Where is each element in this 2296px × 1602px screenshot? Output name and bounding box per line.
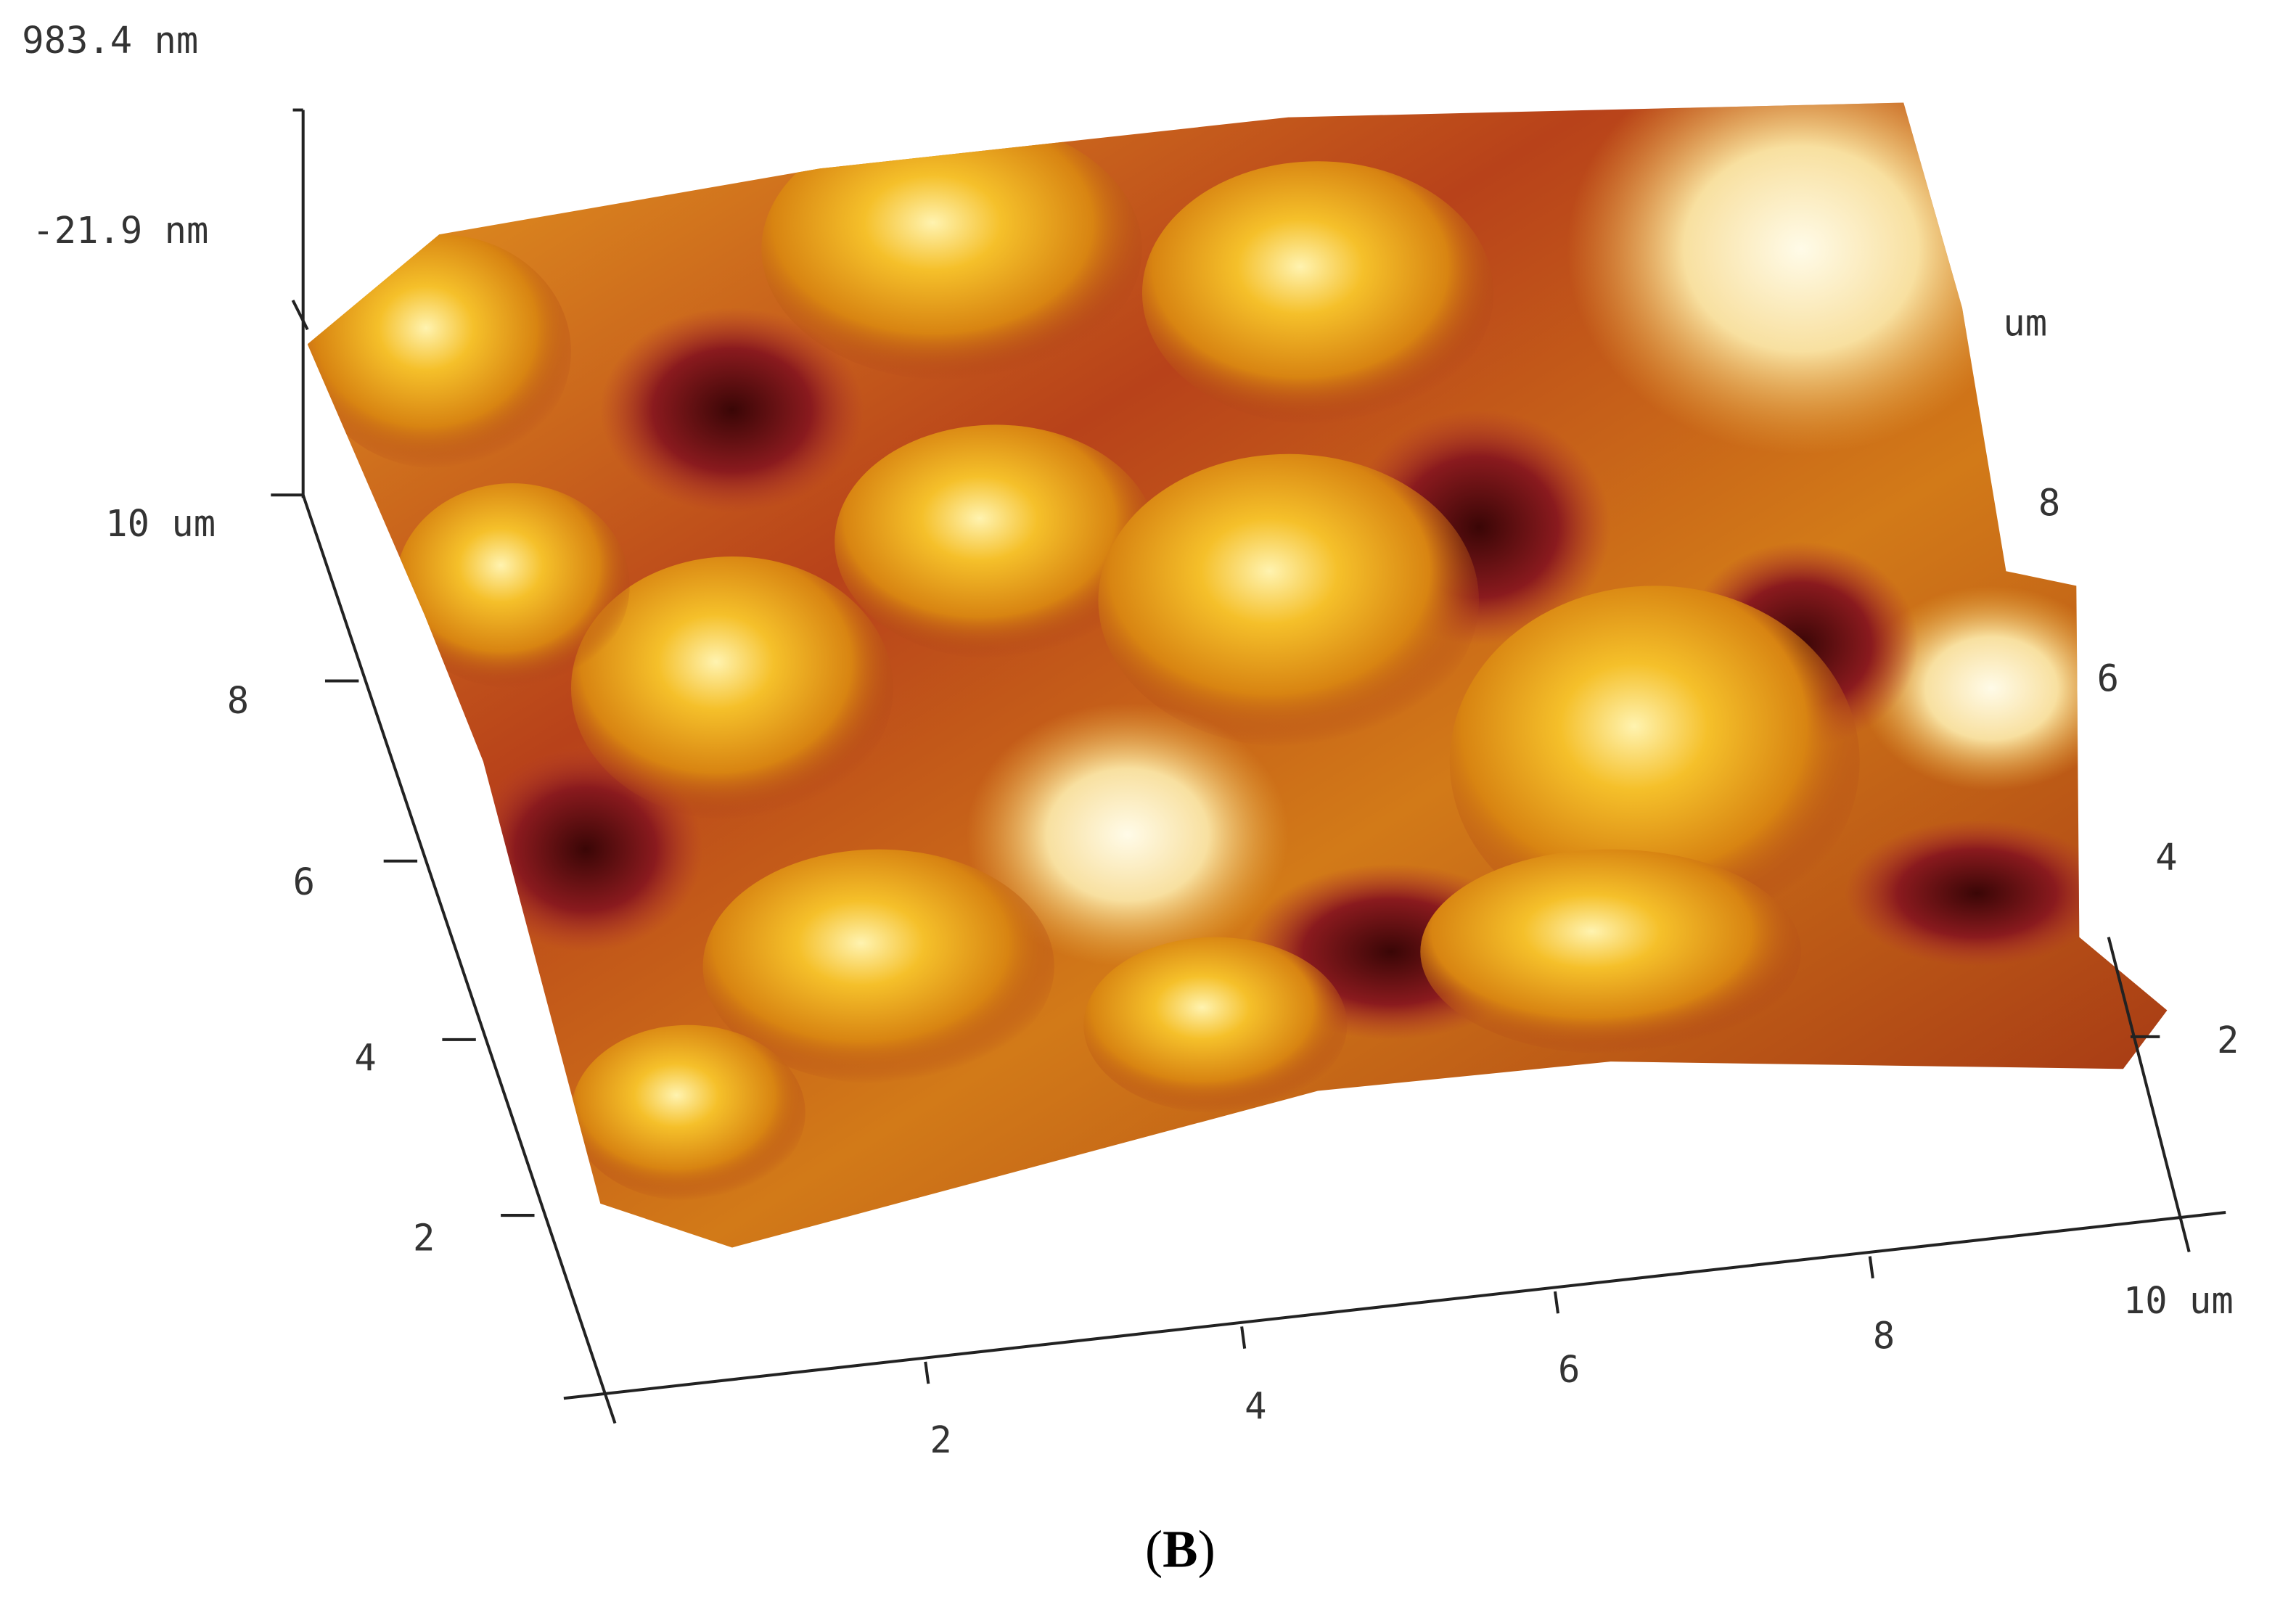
tick <box>1553 1291 1560 1314</box>
tick <box>1868 1256 1874 1279</box>
surface <box>307 102 2168 1248</box>
right-tick-label: 6 <box>2097 657 2119 700</box>
z-max-label: 983.4 nm <box>22 19 198 62</box>
left-tick-label: 8 <box>227 679 249 722</box>
bottom-tick-label: 4 <box>1245 1385 1266 1428</box>
tick <box>1240 1326 1247 1349</box>
caption: (B) <box>1145 1519 1215 1578</box>
left-tick-label: 6 <box>293 860 315 903</box>
right-axis <box>2107 937 2191 1253</box>
left-tick-label: 4 <box>354 1036 376 1079</box>
z-tick <box>291 299 309 331</box>
bottom-tick-label: 10 um <box>2123 1279 2234 1322</box>
right-tick-label: um <box>2003 301 2047 344</box>
labels: 983.4 nm -21.9 nm 10 um 8 6 4 2 2 4 6 8 … <box>22 19 2239 1578</box>
z-min-label: -21.9 nm <box>32 209 208 252</box>
bottom-tick-label: 8 <box>1873 1315 1895 1357</box>
bottom-tick-label: 2 <box>930 1418 951 1461</box>
left-tick-label: 2 <box>413 1216 435 1259</box>
axes <box>271 108 2226 1424</box>
caption-open: ( <box>1145 1519 1163 1578</box>
tick <box>924 1361 930 1384</box>
caption-close: ) <box>1198 1519 1215 1578</box>
bottom-tick-label: 6 <box>1558 1348 1580 1391</box>
bottom-axis <box>563 1211 2226 1400</box>
right-tick-label: 4 <box>2155 836 2177 879</box>
caption-letter: B <box>1163 1519 1197 1578</box>
left-tick-label: 10 um <box>105 502 216 545</box>
left-axis <box>301 494 617 1424</box>
right-tick-label: 2 <box>2217 1019 2239 1061</box>
right-tick-label: 8 <box>2038 482 2060 525</box>
